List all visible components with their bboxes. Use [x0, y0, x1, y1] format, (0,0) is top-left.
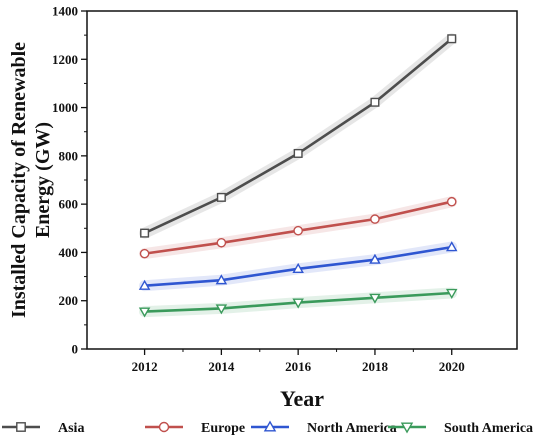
y-tick-label: 1000 [52, 100, 78, 115]
series-asia [140, 34, 457, 238]
y-axis-title-line-2: Energy (GW) [32, 122, 54, 238]
x-tick-label: 2016 [285, 359, 312, 374]
series-shadow [139, 33, 458, 239]
series-europe [139, 196, 457, 259]
square-marker [447, 34, 457, 44]
square-marker [370, 97, 380, 107]
series-line [144, 37, 453, 235]
x-tick-label: 2020 [439, 359, 465, 374]
x-axis-title: Year [280, 386, 324, 411]
y-tick-label: 800 [59, 148, 79, 163]
triangle-down-marker [138, 307, 151, 318]
y-tick-label: 0 [72, 342, 79, 357]
legend-item-north-america: North America [251, 420, 397, 436]
triangle-down-marker [445, 288, 458, 299]
y-axis: 0 200 400 600 800 1000 1200 1400 [52, 4, 87, 357]
square-marker [16, 422, 26, 432]
x-tick-label: 2014 [208, 359, 235, 374]
square-marker [216, 192, 226, 202]
y-axis-title-line-1: Installed Capacity of Renewable [8, 42, 30, 318]
legend-item-south-america: South America [388, 421, 533, 436]
triangle-up-marker [138, 279, 151, 290]
circle-marker [370, 214, 380, 224]
y-tick-label: 1400 [52, 4, 78, 19]
triangle-down-marker [369, 293, 381, 304]
legend-label: Asia [58, 421, 84, 436]
series-south-america [138, 288, 458, 318]
circle-marker [293, 225, 303, 236]
triangle-down-marker [215, 304, 228, 315]
legend-label: North America [307, 421, 397, 436]
y-tick-label: 600 [59, 197, 79, 212]
series-layer [138, 34, 458, 318]
y-tick-label: 400 [59, 245, 79, 260]
circle-marker [158, 421, 170, 433]
triangle-up-marker [263, 420, 277, 432]
triangle-down-marker [400, 422, 414, 434]
circle-marker [216, 237, 227, 248]
square-marker [140, 228, 150, 238]
y-tick-label: 1200 [52, 52, 78, 67]
circle-marker [139, 248, 150, 259]
series-north-america [138, 241, 458, 290]
triangle-up-marker [369, 253, 381, 264]
x-tick-label: 2012 [132, 359, 158, 374]
triangle-up-marker [215, 274, 228, 285]
legend-label: South America [444, 421, 533, 436]
legend-item-asia: Asia [2, 421, 84, 436]
circle-marker [446, 196, 457, 207]
y-tick-label: 200 [59, 293, 79, 308]
legend: Asia Europe North America South America [2, 420, 533, 436]
square-marker [293, 148, 303, 158]
legend-item-europe: Europe [145, 421, 245, 436]
legend-label: Europe [201, 421, 245, 436]
triangle-up-marker [445, 241, 458, 252]
x-axis: 2012 2014 2016 2018 2020 [132, 349, 465, 374]
x-tick-label: 2018 [362, 359, 389, 374]
triangle-down-marker [292, 298, 304, 309]
triangle-up-marker [292, 262, 304, 273]
